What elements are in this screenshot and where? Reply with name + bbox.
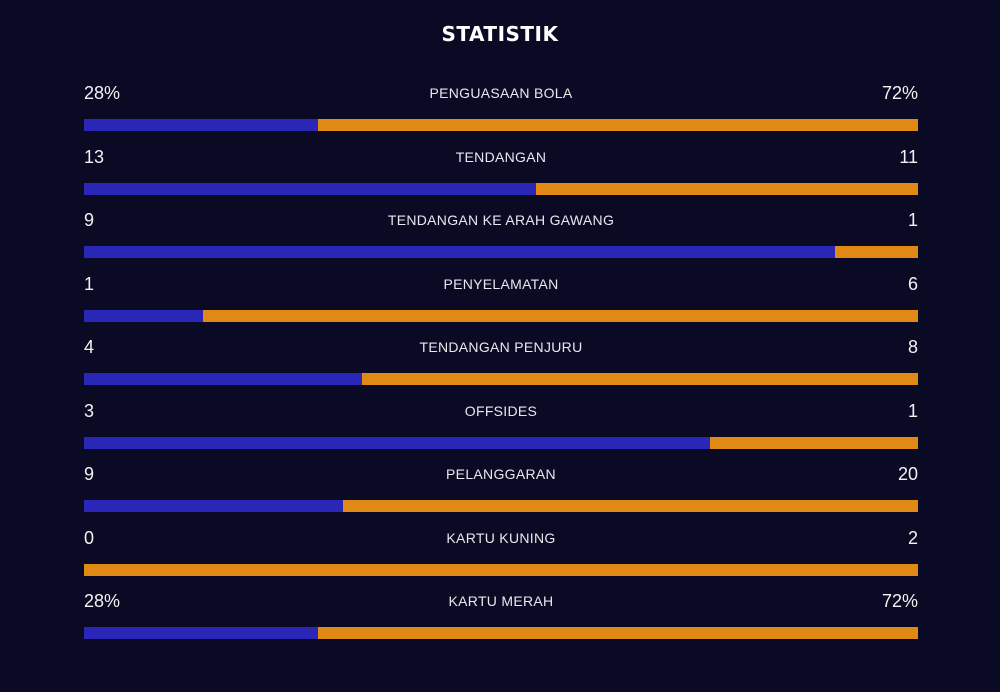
home-value: 13 [84,146,105,167]
stat-label: OFFSIDES [464,402,538,419]
comparison-bar [84,373,918,385]
away-bar-segment [317,627,918,639]
stat-row-penyelamatan: 1 PENYELAMATAN 6 [84,270,918,334]
stat-label: PENYELAMATAN [443,275,559,292]
stat-label: KARTU KUNING [446,529,556,546]
stat-row-pelanggaran: 9 PELANGGARAN 20 [84,460,918,524]
home-bar-segment [84,309,204,322]
home-bar-segment [84,500,343,512]
home-value: 9 [84,210,95,230]
home-bar-segment [84,436,710,449]
stat-label: PENGUASAAN BOLA [429,85,573,101]
away-bar-segment [84,563,918,576]
away-value: 20 [897,464,918,484]
stat-row-tendangan-ke-arah-gawang: 9 TENDANGAN KE ARAH GAWANG 1 [84,206,918,270]
away-value: 72% [881,83,918,103]
away-value: 8 [907,337,918,357]
stat-row-offsides: 3 OFFSIDES 1 [84,397,918,461]
panel-title: STATISTIK [441,22,559,46]
stat-row-tendangan-penjuru: 4 TENDANGAN PENJURU 8 [84,333,918,397]
stat-list: 28% PENGUASAAN BOLA 72% 13 TENDANGAN 11 … [84,79,918,651]
home-bar-segment [84,373,362,385]
home-value: 3 [84,400,95,421]
home-value: 28% [84,83,121,103]
away-bar-segment [342,500,918,512]
home-bar-segment [84,627,318,639]
away-value: 2 [907,527,918,548]
home-value: 28% [84,591,121,611]
away-value: 11 [899,146,918,167]
home-bar-segment [84,119,318,131]
away-bar-segment [203,309,918,322]
comparison-bar [84,563,918,576]
away-value: 6 [907,273,918,294]
away-bar-segment [834,246,918,258]
comparison-bar [84,436,918,449]
comparison-bar [84,627,918,639]
stat-label: KARTU MERAH [448,593,554,609]
comparison-bar [84,119,918,131]
home-value: 1 [84,273,95,294]
stat-label: TENDANGAN KE ARAH GAWANG [387,212,615,228]
away-value: 72% [881,591,918,611]
away-bar-segment [317,119,918,131]
stat-row-tendangan: 13 TENDANGAN 11 [84,143,918,207]
comparison-bar [84,500,918,512]
stat-label: TENDANGAN PENJURU [419,339,583,355]
away-bar-segment [709,436,918,449]
stat-row-kartu-kuning: 0 KARTU KUNING 2 [84,524,918,588]
away-bar-segment [361,373,918,385]
comparison-bar [84,309,918,322]
away-value: 1 [907,400,918,421]
stat-row-kartu-merah: 28% KARTU MERAH 72% [84,587,918,651]
stat-row-penguasaan-bola: 28% PENGUASAAN BOLA 72% [84,79,918,143]
home-bar-segment [84,246,835,258]
stat-label: PELANGGARAN [446,466,556,482]
home-value: 9 [84,464,95,484]
home-bar-segment [84,182,537,195]
away-bar-segment [536,182,918,195]
home-value: 0 [84,527,95,548]
home-value: 4 [84,337,95,357]
comparison-bar [84,182,918,195]
stat-label: TENDANGAN [455,148,547,165]
away-value: 1 [907,210,918,230]
comparison-bar [84,246,918,258]
